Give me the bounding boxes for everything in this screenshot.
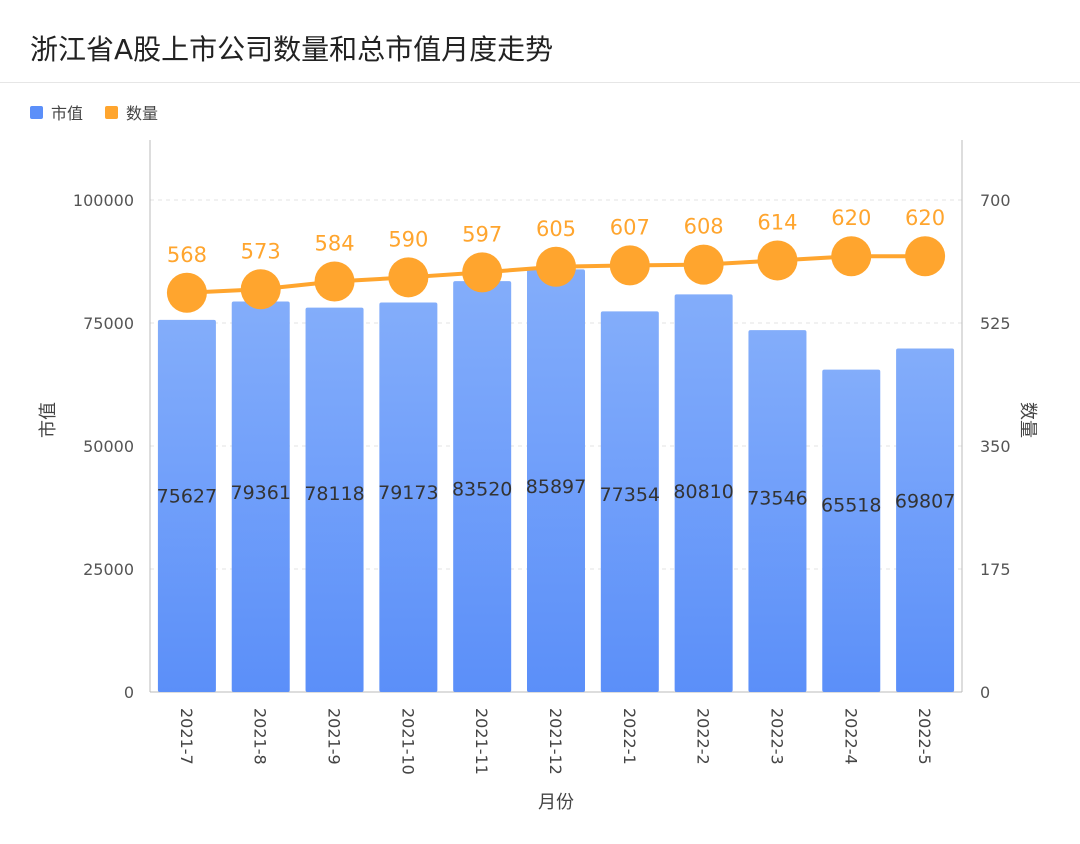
x-tick-label: 2021-8 xyxy=(251,708,270,765)
y2-tick-label: 350 xyxy=(980,437,1011,456)
y-tick-label: 25000 xyxy=(83,560,134,579)
line-series xyxy=(166,236,946,313)
count-point xyxy=(240,269,281,310)
bar xyxy=(896,348,955,692)
count-point xyxy=(314,261,355,302)
legend-label-market-value: 市值 xyxy=(51,104,84,123)
count-point xyxy=(462,252,503,293)
bar-value-label: 85897 xyxy=(526,476,586,498)
x-axis-title: 月份 xyxy=(538,792,574,813)
bar-value-label: 80810 xyxy=(673,481,733,503)
y2-tick-label: 525 xyxy=(980,314,1011,333)
bar-value-label: 69807 xyxy=(895,491,955,513)
count-point xyxy=(831,236,872,277)
count-value-label: 584 xyxy=(314,232,354,256)
bar-value-label: 79173 xyxy=(378,482,438,504)
bar xyxy=(600,311,659,692)
count-value-label: 620 xyxy=(831,206,871,230)
legend-label-count: 数量 xyxy=(126,104,159,123)
count-value-label: 590 xyxy=(388,227,428,251)
x-tick-label: 2022-1 xyxy=(620,708,639,765)
bar-value-label: 65518 xyxy=(821,495,881,517)
bar-value-label: 73546 xyxy=(747,487,807,509)
count-value-label: 614 xyxy=(757,210,797,234)
count-point xyxy=(536,246,576,287)
legend-swatch-market-value xyxy=(30,105,43,119)
count-value-label: 573 xyxy=(241,239,281,263)
bar xyxy=(379,302,438,692)
bar-value-label: 75627 xyxy=(157,485,217,507)
bar-value-label: 77354 xyxy=(600,484,660,506)
bar xyxy=(231,301,290,692)
y2-tick-label: 175 xyxy=(980,560,1011,579)
bar xyxy=(305,307,364,692)
count-value-label: 597 xyxy=(462,222,502,246)
count-value-label: 605 xyxy=(536,217,576,241)
title-divider xyxy=(0,82,1080,83)
bar xyxy=(822,369,881,692)
legend: 市值 数量 xyxy=(30,100,180,124)
bar xyxy=(453,281,512,692)
count-point xyxy=(757,240,798,281)
count-point xyxy=(609,245,650,286)
bar-series xyxy=(157,269,955,692)
bar xyxy=(674,294,733,692)
bar xyxy=(157,319,216,692)
bar-value-label: 78118 xyxy=(304,483,364,505)
count-value-label: 568 xyxy=(167,243,207,267)
x-tick-label: 2022-3 xyxy=(767,708,786,765)
y-tick-label: 75000 xyxy=(83,314,134,333)
legend-item-market-value[interactable]: 市值 xyxy=(30,100,83,124)
count-value-label: 608 xyxy=(684,215,724,239)
data-labels: 75627 79361 78118 79173 83520 85897 77354 80810… xyxy=(157,206,956,516)
y-tick-label: 100000 xyxy=(73,191,134,210)
bar xyxy=(527,269,585,692)
x-tick-label: 2021-10 xyxy=(398,708,417,775)
legend-swatch-count xyxy=(105,105,119,119)
legend-item-count[interactable]: 数量 xyxy=(105,100,158,124)
y2-tick-label: 700 xyxy=(980,191,1011,210)
bar-value-label: 83520 xyxy=(452,478,512,500)
y2-tick-label: 0 xyxy=(980,683,990,702)
count-value-label: 607 xyxy=(610,215,650,239)
count-point xyxy=(905,236,946,277)
y-axis-title: 市值 xyxy=(38,402,59,438)
count-value-label: 620 xyxy=(905,206,945,230)
x-tick-label: 2022-5 xyxy=(915,708,934,765)
bar-value-label: 79361 xyxy=(231,482,291,504)
y-tick-label: 50000 xyxy=(83,437,134,456)
x-tick-label: 2021-12 xyxy=(546,708,565,775)
axes: 0 25000 50000 75000 100000 0 175 350 525 700 市值 数量月… xyxy=(38,140,1038,813)
chart-title: 浙江省A股上市公司数量和总市值月度走势 xyxy=(30,33,554,66)
count-point xyxy=(683,244,724,285)
count-point xyxy=(388,257,429,298)
count-point xyxy=(166,272,207,313)
bar xyxy=(748,330,807,692)
y2-axis-title: 数量 xyxy=(1017,402,1038,438)
x-tick-label: 2021-11 xyxy=(472,708,491,775)
x-tick-label: 2022-4 xyxy=(841,708,860,765)
y-tick-label: 0 xyxy=(124,683,134,702)
x-tick-label: 2022-2 xyxy=(694,708,713,765)
x-tick-label: 2021-7 xyxy=(177,708,196,765)
x-tick-label: 2021-9 xyxy=(325,708,344,765)
